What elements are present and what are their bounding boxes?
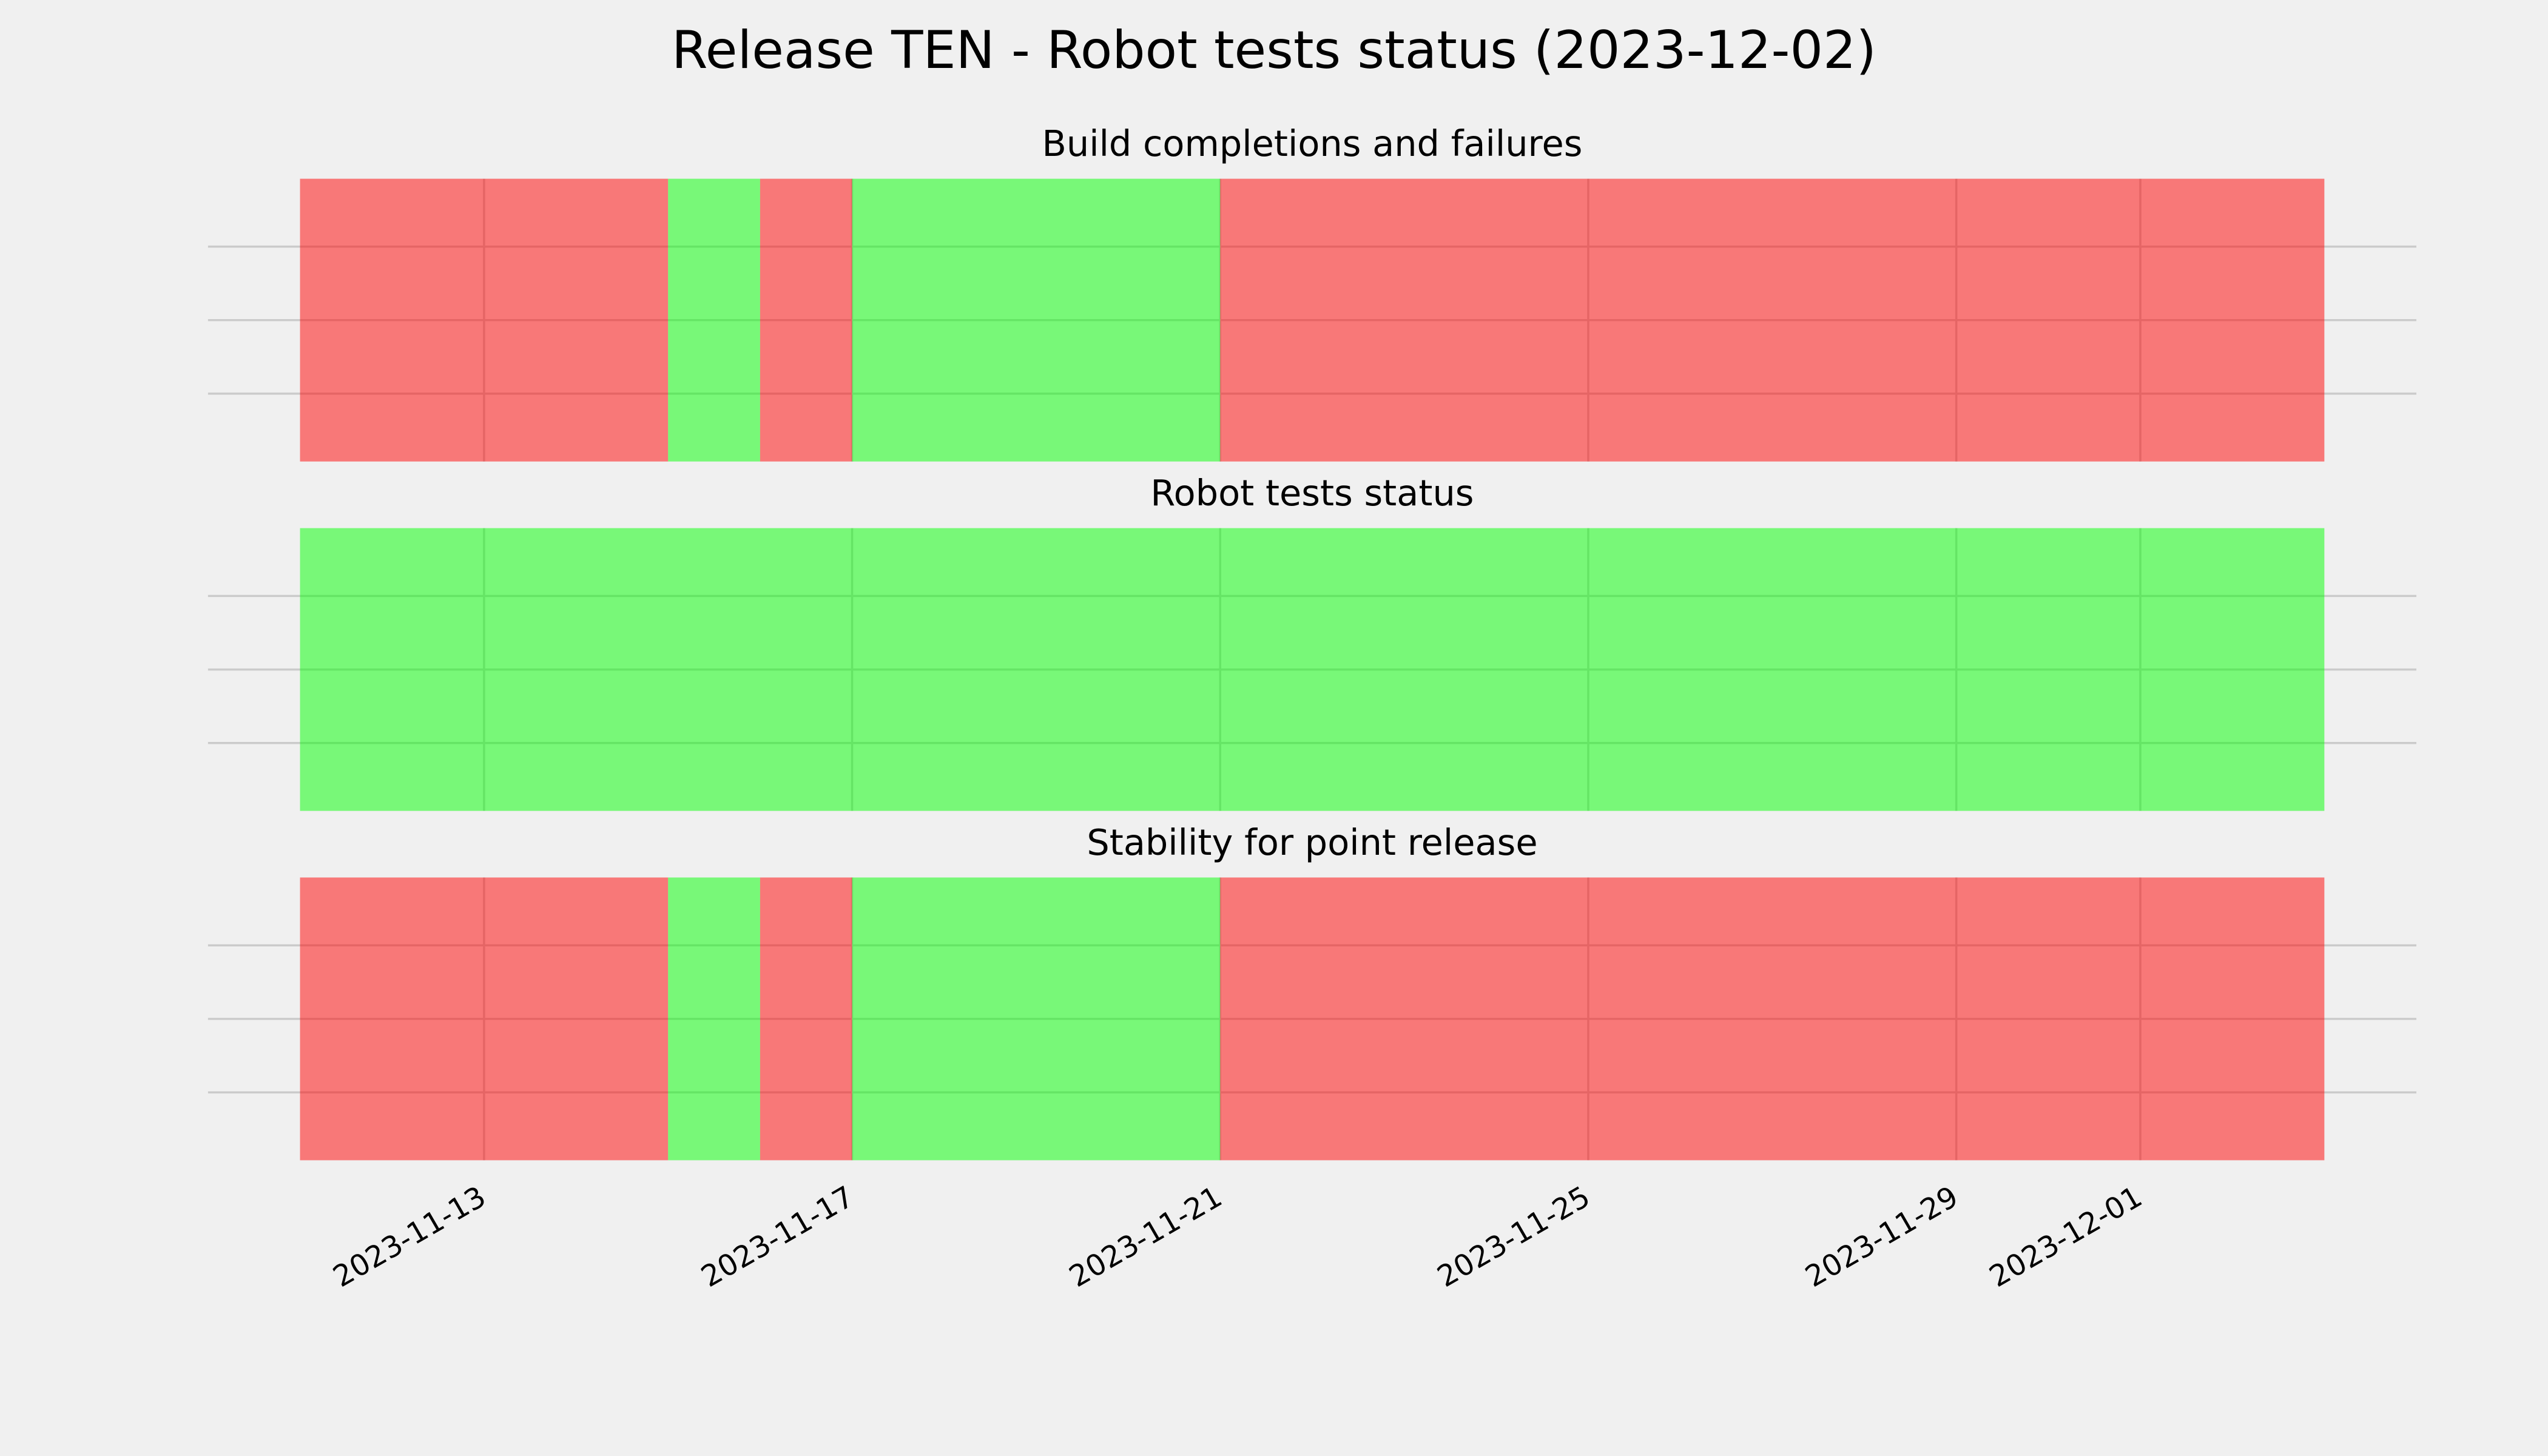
status-span [760,178,852,462]
status-span [852,178,1221,462]
figure-title: Release TEN - Robot tests status (2023-1… [672,20,1876,81]
subplot-title: Build completions and failures [1042,123,1582,164]
status-span [300,178,669,462]
status-span [1220,178,2325,462]
status-span [300,877,669,1161]
subplot-title: Robot tests status [1150,472,1474,514]
status-span [1220,877,2325,1161]
status-span [852,877,1221,1161]
subplot-title: Stability for point release [1087,821,1537,863]
status-span [300,528,2325,811]
status-span [668,877,760,1161]
status-span [760,877,852,1161]
status-span [668,178,760,462]
